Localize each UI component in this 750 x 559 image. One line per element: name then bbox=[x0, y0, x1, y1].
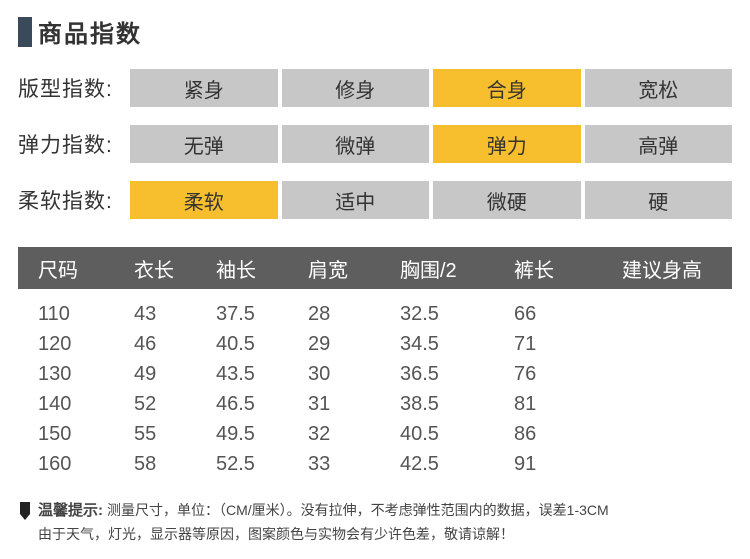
table-cell: 32.5 bbox=[380, 303, 494, 326]
table-cell: 71 bbox=[494, 333, 602, 356]
table-cell: 150 bbox=[18, 423, 114, 446]
table-row: 1605852.53342.591 bbox=[18, 449, 732, 479]
index-label: 版型指数: bbox=[18, 73, 130, 103]
table-cell: 37.5 bbox=[196, 303, 288, 326]
tip-line1: 测量尺寸，单位：（CM/厘米）。没有拉伸，不考虑弹性范围内的数据，误差1-3CM bbox=[107, 502, 609, 518]
size-table: 尺码衣长袖长肩宽胸围/2裤长建议身高 1104337.52832.5661204… bbox=[18, 247, 732, 479]
table-row: 1104337.52832.566 bbox=[18, 299, 732, 329]
table-cell: 38.5 bbox=[380, 393, 494, 416]
index-option: 合身 bbox=[433, 69, 581, 107]
title-text: 商品指数 bbox=[38, 14, 142, 49]
table-cell: 52 bbox=[114, 393, 196, 416]
table-cell: 43.5 bbox=[196, 363, 288, 386]
table-cell: 31 bbox=[288, 393, 380, 416]
table-cell: 28 bbox=[288, 303, 380, 326]
table-row: 1505549.53240.586 bbox=[18, 419, 732, 449]
table-cell: 29 bbox=[288, 333, 380, 356]
table-header: 袖长 bbox=[196, 254, 288, 283]
index-option: 微硬 bbox=[433, 181, 581, 219]
table-header: 肩宽 bbox=[288, 254, 380, 283]
table-cell: 91 bbox=[494, 453, 602, 476]
table-cell: 40.5 bbox=[380, 423, 494, 446]
index-option: 微弹 bbox=[282, 125, 430, 163]
table-cell: 49.5 bbox=[196, 423, 288, 446]
table-cell: 40.5 bbox=[196, 333, 288, 356]
table-cell: 130 bbox=[18, 363, 114, 386]
index-label: 弹力指数: bbox=[18, 129, 130, 159]
table-header: 建议身高 bbox=[602, 254, 732, 283]
title-marker-icon bbox=[18, 17, 32, 47]
table-header: 裤长 bbox=[494, 254, 602, 283]
table-cell: 42.5 bbox=[380, 453, 494, 476]
index-option: 高弹 bbox=[585, 125, 733, 163]
tip-label: 温馨提示: bbox=[38, 502, 103, 519]
index-option: 宽松 bbox=[585, 69, 733, 107]
table-cell: 140 bbox=[18, 393, 114, 416]
table-row: 1405246.53138.581 bbox=[18, 389, 732, 419]
table-cell: 32 bbox=[288, 423, 380, 446]
index-row: 柔软指数:柔软适中微硬硬 bbox=[18, 181, 732, 219]
table-cell: 36.5 bbox=[380, 363, 494, 386]
table-cell: 52.5 bbox=[196, 453, 288, 476]
table-cell: 33 bbox=[288, 453, 380, 476]
index-label: 柔软指数: bbox=[18, 185, 130, 215]
tip-note: 温馨提示:测量尺寸，单位：（CM/厘米）。没有拉伸，不考虑弹性范围内的数据，误差… bbox=[18, 499, 732, 545]
index-option: 柔软 bbox=[130, 181, 278, 219]
table-cell: 30 bbox=[288, 363, 380, 386]
index-option: 无弹 bbox=[130, 125, 278, 163]
table-cell: 160 bbox=[18, 453, 114, 476]
section-title: 商品指数 bbox=[18, 14, 732, 49]
table-cell: 49 bbox=[114, 363, 196, 386]
index-row: 弹力指数:无弹微弹弹力高弹 bbox=[18, 125, 732, 163]
table-header: 尺码 bbox=[18, 254, 114, 283]
index-row: 版型指数:紧身修身合身宽松 bbox=[18, 69, 732, 107]
table-cell: 76 bbox=[494, 363, 602, 386]
index-option: 紧身 bbox=[130, 69, 278, 107]
table-cell: 110 bbox=[18, 303, 114, 326]
tip-line2: 由于天气，灯光，显示器等原因，图案颜色与实物会有少许色差，敬请谅解！ bbox=[38, 526, 514, 542]
table-cell: 120 bbox=[18, 333, 114, 356]
table-cell: 81 bbox=[494, 393, 602, 416]
tag-icon bbox=[18, 502, 32, 520]
index-option: 硬 bbox=[585, 181, 733, 219]
table-cell: 46 bbox=[114, 333, 196, 356]
table-cell: 43 bbox=[114, 303, 196, 326]
index-option: 弹力 bbox=[433, 125, 581, 163]
table-cell: 58 bbox=[114, 453, 196, 476]
table-header: 胸围/2 bbox=[380, 254, 494, 283]
table-cell: 55 bbox=[114, 423, 196, 446]
table-cell: 66 bbox=[494, 303, 602, 326]
index-option: 适中 bbox=[282, 181, 430, 219]
table-row: 1304943.53036.576 bbox=[18, 359, 732, 389]
index-option: 修身 bbox=[282, 69, 430, 107]
table-header: 衣长 bbox=[114, 254, 196, 283]
table-cell: 86 bbox=[494, 423, 602, 446]
table-cell: 46.5 bbox=[196, 393, 288, 416]
table-row: 1204640.52934.571 bbox=[18, 329, 732, 359]
table-cell: 34.5 bbox=[380, 333, 494, 356]
